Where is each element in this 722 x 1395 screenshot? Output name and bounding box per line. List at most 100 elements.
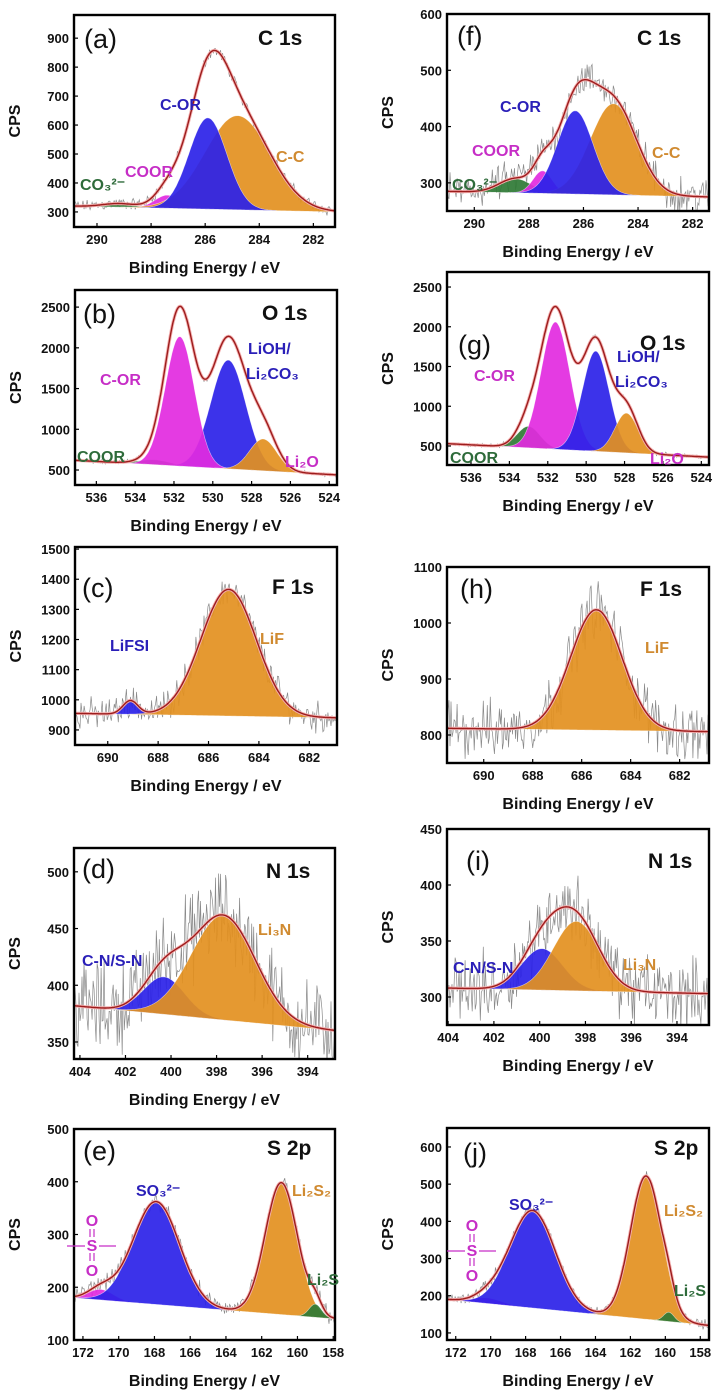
core-level-title: S 2p [654, 1137, 698, 1160]
structure-atom: O [466, 1268, 478, 1285]
panel-label: (h) [460, 574, 493, 604]
y-tick-label: 450 [420, 822, 442, 837]
peak-label: Li₂S₂ [292, 1183, 331, 1200]
y-tick-label: 1000 [413, 399, 442, 414]
x-tick-label: 534 [499, 470, 521, 485]
x-tick-label: 404 [69, 1064, 91, 1079]
x-tick-label: 162 [620, 1345, 642, 1360]
y-axis-title: CPS [380, 352, 397, 385]
x-tick-label: 396 [251, 1064, 273, 1079]
x-axis-title: Binding Energy / eV [502, 796, 653, 813]
x-tick-label: 398 [575, 1030, 597, 1045]
x-axis-title: Binding Energy / eV [129, 1092, 280, 1109]
y-tick-label: 900 [48, 723, 70, 738]
y-tick-label: 350 [420, 934, 442, 949]
peak-label: C-N/S-N [453, 960, 513, 977]
x-tick-label: 528 [614, 470, 636, 485]
x-tick-label: 682 [669, 768, 691, 783]
x-tick-label: 690 [473, 768, 495, 783]
plot-frame [445, 827, 711, 1027]
y-tick-label: 300 [47, 205, 69, 220]
x-tick-label: 160 [654, 1345, 676, 1360]
x-tick-label: 536 [85, 490, 107, 505]
peak-label: SO₃²⁻ [509, 1197, 553, 1214]
y-tick-label: 800 [420, 728, 442, 743]
core-level-title: O 1s [640, 332, 686, 355]
y-tick-label: 2500 [413, 280, 442, 295]
peak-fill-lis [292, 1303, 335, 1320]
x-tick-label: 682 [298, 750, 320, 765]
y-tick-label: 100 [47, 1333, 69, 1348]
peak-fill-lif [128, 589, 329, 719]
panel-b: 536 534 532 530 528 526 524 500 1000 1500 2000 2500… [8, 288, 341, 535]
panel-h: 690 688 686 684 682 800 900 1000 1100 Binding Ene… [380, 560, 711, 813]
y-tick-label: 1000 [41, 693, 70, 708]
panel-label: (e) [83, 1136, 116, 1166]
y-tick-label: 600 [47, 118, 69, 133]
y-tick-label: 200 [420, 1289, 442, 1304]
peak-label: Li₃N [623, 957, 656, 974]
x-tick-label: 164 [215, 1345, 237, 1360]
plot-frame [445, 12, 711, 213]
fit-envelope-line [75, 588, 337, 719]
core-level-title: N 1s [266, 860, 310, 883]
y-tick-label: 350 [47, 1035, 69, 1050]
peak-label: CO₃²⁻ [80, 177, 125, 194]
panel-label: (b) [83, 299, 116, 329]
x-tick-label: 170 [480, 1345, 502, 1360]
peak-label: Li₂O [650, 451, 684, 468]
y-tick-label: 1000 [413, 616, 442, 631]
y-tick-label: 400 [47, 176, 69, 191]
y-tick-label: 500 [48, 463, 70, 478]
y-tick-label: 2000 [413, 320, 442, 335]
y-tick-label: 600 [420, 1140, 442, 1155]
peak-fill-so [74, 1201, 241, 1312]
panel-f: 290 288 286 284 282 300 400 500 600 Binding Energ… [380, 7, 711, 261]
x-axis-title: Binding Energy / eV [130, 778, 281, 795]
peak-label: LiOH/ [248, 341, 291, 358]
x-tick-label: 404 [437, 1030, 459, 1045]
y-tick-label: 300 [420, 1252, 442, 1267]
peak-label: Li₂S₂ [664, 1203, 703, 1220]
y-tick-label: 1500 [41, 542, 70, 557]
peak-label: SO₃²⁻ [136, 1183, 180, 1200]
y-tick-label: 300 [420, 176, 442, 191]
x-tick-label: 526 [652, 470, 674, 485]
x-tick-label: 168 [515, 1345, 537, 1360]
fit-envelope-line [447, 906, 709, 995]
x-tick-label: 686 [198, 750, 220, 765]
peak-label: LiOH/ [617, 349, 660, 366]
x-tick-label: 534 [124, 490, 146, 505]
peak-label-line2: Li₂CO₃ [615, 374, 668, 391]
plot-frame [72, 846, 337, 1061]
x-tick-label: 530 [202, 490, 224, 505]
structure-atom: O [466, 1218, 478, 1235]
structure-atom: O [86, 1213, 98, 1230]
peak-label: C-OR [474, 368, 515, 385]
y-tick-label: 400 [420, 878, 442, 893]
y-tick-label: 600 [420, 7, 442, 22]
x-tick-label: 402 [483, 1030, 505, 1045]
y-tick-label: 200 [47, 1280, 69, 1295]
core-level-title: C 1s [258, 27, 302, 50]
x-tick-label: 172 [72, 1345, 94, 1360]
x-tick-label: 688 [522, 768, 544, 783]
plot-frame [445, 565, 711, 765]
x-tick-label: 684 [248, 750, 270, 765]
y-tick-label: 300 [47, 1228, 69, 1243]
fit-envelope-line [74, 1182, 335, 1319]
y-tick-label: 400 [47, 1175, 69, 1190]
y-tick-label: 500 [420, 439, 442, 454]
x-tick-label: 158 [322, 1345, 344, 1360]
y-tick-label: 900 [420, 672, 442, 687]
peak-label: C-C [276, 149, 305, 166]
x-axis-title: Binding Energy / eV [130, 518, 281, 535]
y-tick-label: 500 [420, 1177, 442, 1192]
panel-label: (j) [463, 1138, 487, 1168]
peak-label: Li₂S [674, 1283, 706, 1300]
panel-d: 404 402 400 398 396 394 350 400 450 500 Binding En… [7, 846, 337, 1109]
raw-spectrum-line [447, 875, 709, 1025]
y-tick-label: 1200 [41, 633, 70, 648]
peak-label: LiF [260, 631, 284, 648]
x-tick-label: 286 [194, 232, 216, 247]
